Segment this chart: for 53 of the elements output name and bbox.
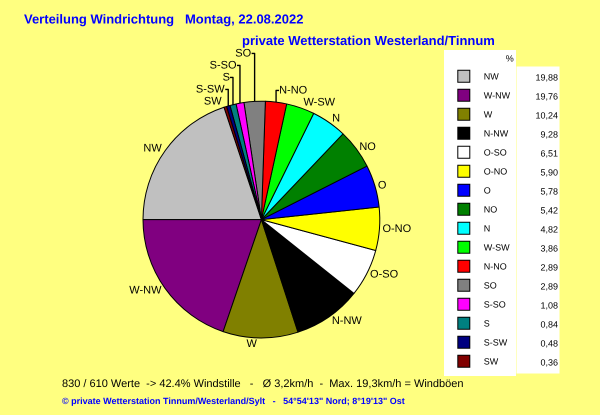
- slice-label: O: [378, 179, 387, 192]
- slice-label: SW: [204, 95, 222, 108]
- data-label: 19,88: [535, 72, 558, 82]
- data-label: 9,28: [540, 130, 558, 140]
- text: 830 / 610 Werte -> 42.4% Windstille - Ø 3,2km/h - Max. 19,3km/h = Windböen: [62, 378, 464, 390]
- slice-label: W-NW: [129, 284, 162, 297]
- data-label: 5,90: [540, 168, 558, 178]
- data-label: 10,24: [535, 110, 558, 120]
- data-label: 2,89: [540, 262, 558, 272]
- slice-label: S: [222, 71, 230, 84]
- slice-label: N-NO: [279, 84, 308, 96]
- text: © private Wetterstation Tinnum/Westerland/Sylt - 54°54'13" Nord; 8°19'13" Ost: [62, 396, 405, 406]
- data-label: 0,36: [540, 358, 558, 368]
- data-label: 0,48: [540, 338, 558, 348]
- legend-label: W-SW: [484, 242, 510, 253]
- legend-label: SO: [484, 280, 497, 291]
- slice-label: N-NW: [332, 314, 362, 327]
- data-label: 6,51: [540, 148, 558, 158]
- slice-label: O-SO: [370, 268, 399, 280]
- data-label: 1,08: [540, 300, 558, 310]
- data-label: 2,89: [540, 282, 558, 292]
- legend-label: O-SO: [484, 148, 507, 158]
- chart-title: Verteilung Windrichtung Montag, 22.08.2022: [24, 12, 304, 27]
- data-label: 4,82: [540, 224, 558, 234]
- slice-label: NO: [359, 140, 376, 153]
- legend-label: NO: [484, 204, 498, 215]
- legend-label: NW: [484, 72, 500, 82]
- legend-label: O: [484, 186, 491, 196]
- legend-label: N-NO: [484, 262, 507, 272]
- slice-label: O-NO: [382, 222, 412, 235]
- legend-label: W-NW: [484, 90, 511, 101]
- data-label: 3,86: [540, 244, 558, 254]
- slice-label: W-SW: [303, 96, 336, 108]
- legend-label: S-SW: [484, 338, 508, 348]
- legend-label: N: [484, 224, 490, 234]
- data-label: 5,78: [540, 186, 558, 196]
- legend-label: S-SO: [484, 300, 506, 310]
- slice-label: SO: [235, 47, 252, 60]
- legend-title: %: [506, 54, 514, 64]
- slice-label: NW: [143, 142, 162, 154]
- slice-label: S-SW: [196, 83, 226, 96]
- legend-label: W: [484, 110, 493, 120]
- chart-subtitle: private Wetterstation Westerland/Tinnum: [242, 33, 495, 48]
- legend-label: SW: [484, 356, 499, 367]
- legend-label: N-NW: [484, 128, 509, 139]
- data-label: 0,84: [540, 320, 558, 330]
- legend-label: S: [484, 318, 490, 329]
- data-label: 19,76: [535, 92, 558, 102]
- slice-label: S-SO: [210, 59, 237, 72]
- legend-label: O-NO: [484, 166, 508, 177]
- slice-label: W: [246, 338, 258, 350]
- slice-label: N: [332, 112, 340, 124]
- data-label: 5,42: [540, 206, 558, 216]
